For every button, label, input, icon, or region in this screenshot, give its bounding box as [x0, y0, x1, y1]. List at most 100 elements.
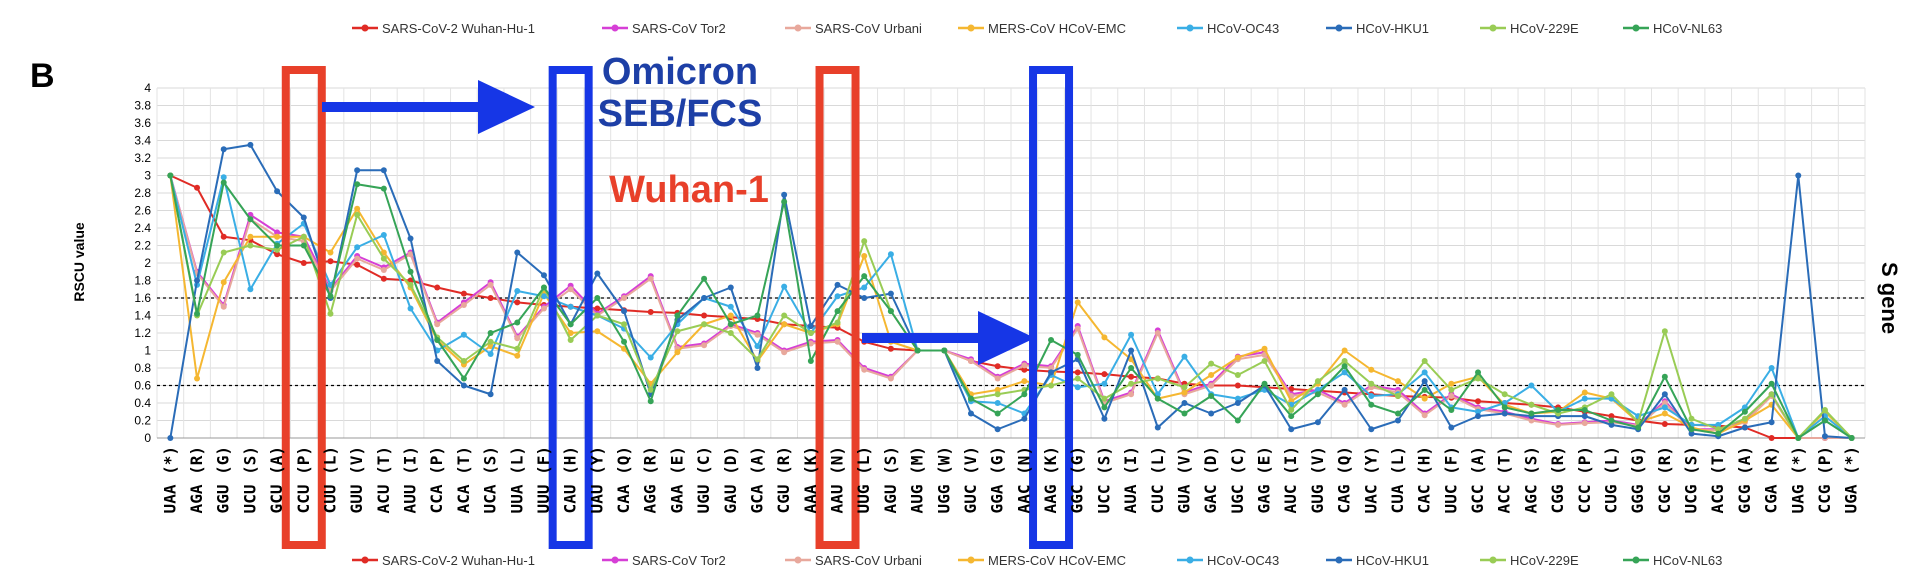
data-point	[1101, 395, 1108, 402]
legend-label: HCoV-HKU1	[1356, 553, 1429, 568]
data-point	[1154, 375, 1161, 382]
data-point	[1128, 380, 1135, 387]
data-point	[674, 328, 681, 335]
data-point	[434, 337, 441, 343]
data-point	[1128, 373, 1135, 380]
x-tick-label: GAU (D)	[721, 446, 740, 513]
y-tick-label: 2.4	[134, 221, 151, 235]
y-tick-label: 4	[144, 81, 151, 95]
x-tick-label: AAU (N)	[828, 446, 847, 513]
data-point	[1661, 400, 1668, 406]
data-point	[1741, 408, 1748, 415]
data-point	[1101, 334, 1108, 341]
y-tick-label: 1.2	[134, 326, 151, 340]
series-line	[169, 143, 1852, 439]
data-point	[1181, 410, 1188, 417]
data-point	[407, 251, 414, 258]
x-tick-label: GCG (A)	[1735, 446, 1754, 513]
data-point	[701, 321, 708, 328]
y-tick-label: 0.8	[134, 361, 151, 375]
x-tick-label: GCA (A)	[747, 446, 766, 513]
data-point	[1661, 410, 1668, 417]
data-point	[647, 275, 654, 282]
data-point	[514, 335, 521, 342]
x-tick-label: CAC (H)	[1415, 446, 1434, 513]
y-tick-label: 2	[144, 256, 151, 270]
x-tick-label: AGC (S)	[1521, 446, 1540, 513]
legend-label: HCoV-NL63	[1653, 553, 1722, 568]
data-point	[1048, 369, 1055, 376]
data-point	[487, 295, 494, 301]
data-point	[354, 255, 361, 262]
data-point	[1661, 421, 1668, 427]
legend-label: SARS-CoV Tor2	[632, 21, 726, 36]
data-point	[380, 255, 387, 262]
data-point	[1368, 366, 1375, 373]
data-point	[727, 303, 734, 310]
data-point	[647, 309, 654, 315]
data-point	[460, 302, 467, 308]
data-point	[167, 435, 174, 441]
data-point	[487, 391, 494, 398]
data-point	[514, 345, 521, 352]
x-tick-label: AGU (S)	[881, 446, 900, 513]
y-tick-label: 3.6	[134, 116, 151, 130]
data-point	[1368, 393, 1375, 399]
series-line	[169, 175, 1852, 439]
legend-marker	[1186, 24, 1194, 32]
data-point	[861, 295, 868, 301]
data-point	[354, 167, 361, 174]
y-tick-label: 1	[144, 344, 151, 358]
x-tick-label: CCG (P)	[1815, 446, 1834, 513]
data-point	[1448, 386, 1455, 393]
data-point	[1101, 371, 1108, 378]
highlight-boxes	[281, 66, 1074, 549]
arrow-right-icon	[322, 80, 535, 134]
data-point	[594, 295, 601, 301]
data-point	[781, 349, 788, 356]
x-tick-label: CGC (R)	[1655, 446, 1674, 513]
x-tick-label: AUC (I)	[1281, 446, 1300, 513]
data-point	[1128, 347, 1135, 354]
data-point	[727, 284, 734, 291]
data-point	[380, 249, 387, 256]
x-tick-label: GUG (V)	[1308, 446, 1327, 513]
data-point	[274, 246, 281, 253]
data-point	[1688, 430, 1695, 437]
data-point	[994, 410, 1001, 417]
data-point	[1128, 391, 1135, 398]
data-point	[1661, 404, 1668, 411]
data-point	[1421, 386, 1428, 393]
data-point	[1181, 353, 1188, 360]
data-point	[1608, 413, 1615, 420]
legend-marker	[1335, 24, 1343, 32]
data-point	[1074, 325, 1081, 332]
data-point	[514, 352, 521, 359]
data-point	[1394, 378, 1401, 385]
x-tick-label: CGG (R)	[1548, 446, 1567, 513]
data-point	[380, 232, 387, 238]
wuhan-annotation: Wuhan-1	[609, 169, 769, 211]
data-point	[861, 366, 868, 373]
data-point	[994, 363, 1001, 370]
data-point	[487, 338, 494, 345]
data-point	[1021, 415, 1028, 422]
data-point	[861, 284, 868, 291]
data-point	[647, 386, 654, 393]
x-tick-label: AGA (R)	[187, 446, 206, 513]
x-tick-label: GAA (E)	[667, 446, 686, 513]
x-tick-label: UAG (*)	[1788, 446, 1807, 513]
data-point	[701, 275, 708, 282]
data-point	[1368, 426, 1375, 433]
data-point	[1341, 386, 1348, 393]
data-point	[407, 281, 414, 288]
legend-top: SARS-CoV-2 Wuhan-Hu-1 SARS-CoV Tor2 SARS-C…	[352, 21, 1722, 36]
data-point	[1448, 407, 1455, 413]
data-point	[807, 323, 814, 329]
data-point	[994, 386, 1001, 393]
x-tick-label: ACG (T)	[1708, 446, 1727, 513]
data-point	[567, 321, 574, 328]
data-point	[674, 349, 681, 356]
data-point	[460, 358, 467, 364]
x-tick-label: GGU (G)	[214, 446, 233, 513]
